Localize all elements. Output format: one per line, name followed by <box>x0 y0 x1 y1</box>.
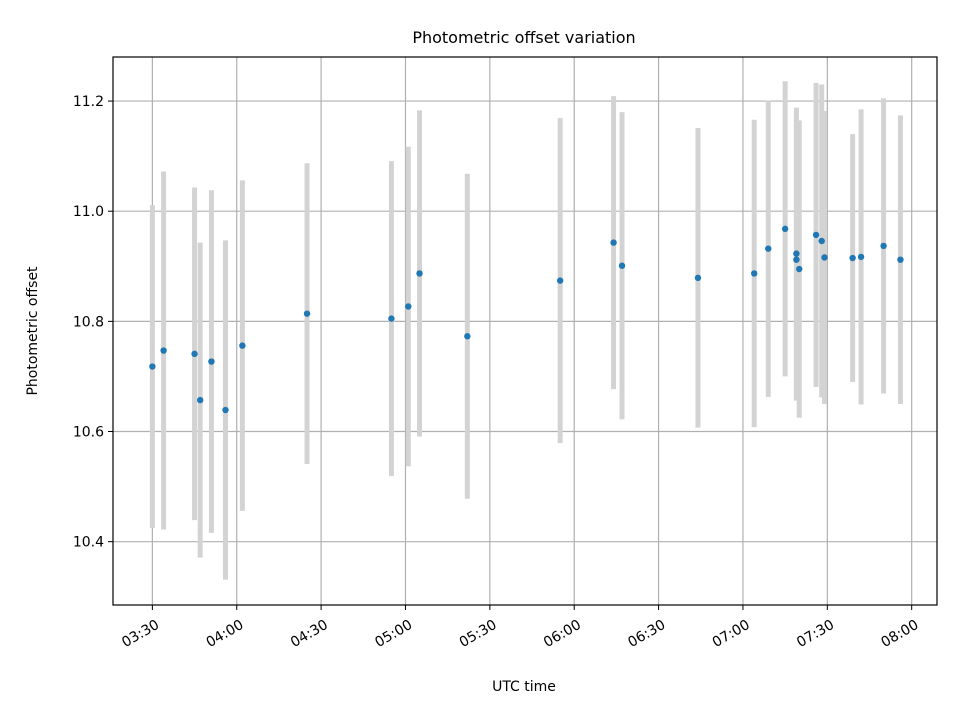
x-axis: 03:30 04:00 04:30 05:00 05:30 06:00 06:30 07:00… <box>119 605 921 651</box>
data-point <box>556 277 564 284</box>
data-point <box>160 347 167 354</box>
data-points <box>149 225 904 414</box>
y-axis: 10.4 10.6 10.8 11.0 11.2 <box>73 94 113 551</box>
data-point <box>694 274 702 282</box>
x-tick-label: 08:00 <box>879 617 922 651</box>
data-point <box>149 363 156 370</box>
y-tick-label: 10.6 <box>73 425 104 441</box>
y-axis-label: Photometric offset <box>25 266 41 396</box>
data-point <box>818 237 825 245</box>
data-point <box>191 350 198 358</box>
data-point <box>751 270 758 277</box>
x-tick-label: 03:30 <box>119 617 162 651</box>
x-tick-label: 06:00 <box>541 617 584 651</box>
y-tick-label: 10.4 <box>73 535 104 551</box>
data-point <box>897 256 904 263</box>
data-point <box>765 245 772 252</box>
data-point <box>416 270 423 277</box>
data-point <box>222 406 229 414</box>
data-point <box>610 239 617 246</box>
x-tick-label: 04:30 <box>288 617 331 651</box>
data-point <box>618 262 626 269</box>
data-point <box>464 333 471 340</box>
y-tick-label: 11.0 <box>73 204 104 220</box>
data-point <box>793 256 800 263</box>
grid <box>113 57 937 605</box>
y-tick-label: 11.2 <box>73 94 104 110</box>
data-point <box>812 231 820 239</box>
error-bars <box>149 81 903 580</box>
x-tick-label: 05:30 <box>457 617 500 651</box>
data-point <box>196 396 204 404</box>
plot-frame <box>112 56 938 606</box>
data-point <box>849 254 856 262</box>
x-tick-label: 04:00 <box>204 617 247 651</box>
data-point <box>208 358 215 365</box>
x-axis-label: UTC time <box>492 679 556 695</box>
data-point <box>781 225 789 233</box>
data-point <box>880 242 887 250</box>
x-tick-label: 07:30 <box>794 617 837 651</box>
data-point <box>239 342 246 349</box>
data-point <box>795 265 803 273</box>
x-tick-label: 06:30 <box>625 617 668 651</box>
data-point <box>388 315 395 322</box>
data-point <box>405 303 412 310</box>
x-tick-label: 07:00 <box>710 617 753 651</box>
data-point <box>821 254 828 261</box>
data-point <box>793 250 800 257</box>
data-point <box>303 310 311 317</box>
y-tick-label: 10.8 <box>73 314 104 330</box>
x-tick-label: 05:00 <box>372 617 415 651</box>
chart-title: Photometric offset variation <box>412 28 635 47</box>
data-point <box>857 253 865 261</box>
